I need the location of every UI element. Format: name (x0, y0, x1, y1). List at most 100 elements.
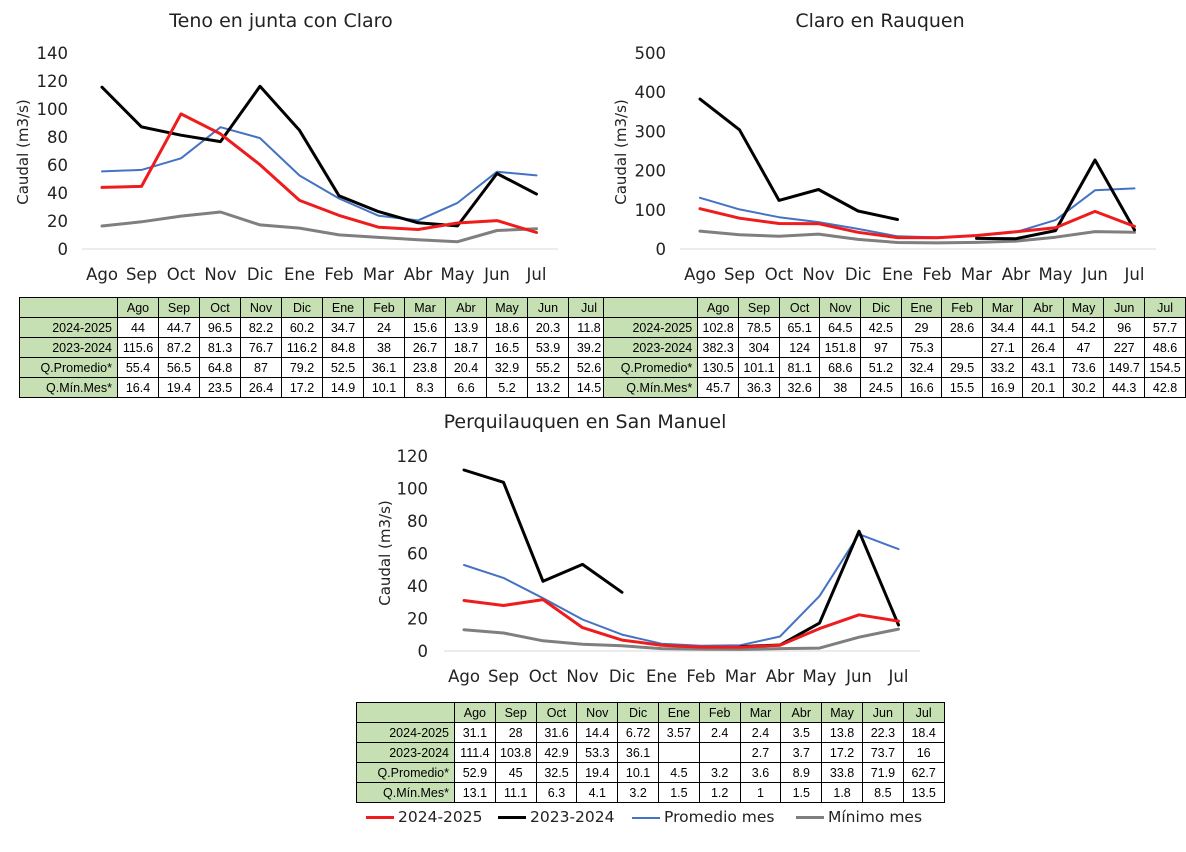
data-point-s2324 (817, 188, 819, 190)
table-cell: 33.8 (821, 762, 863, 783)
table-row-label: 2024-2025 (602, 317, 699, 338)
y-tick-label: 100 (397, 480, 429, 499)
table-cell: 45.7 (697, 377, 740, 398)
table-header-cell: Dic (860, 297, 902, 318)
chart-title-teno: Teno en junta con Claro (168, 10, 392, 32)
table-cell: 20.4 (445, 357, 487, 378)
table-cell: 8.3 (404, 377, 446, 398)
table-cell: 227 (1103, 337, 1146, 358)
table-cell: 34.7 (322, 317, 364, 338)
x-tick-label: Ene (284, 265, 315, 284)
table-row: Q.Promedio* 52.9 45 32.5 19.4 10.1 4.5 3.2 3.6 8.… (356, 762, 945, 783)
table-cell: 20.3 (527, 317, 569, 338)
data-point-s2425 (778, 222, 780, 224)
table-cell: 304 (738, 337, 780, 358)
y-tick-label: 300 (635, 122, 667, 141)
table-cell: 62.7 (902, 762, 945, 783)
data-point-s2324 (857, 210, 859, 212)
table-cell: 1.5 (780, 782, 823, 803)
table-cell: 73.6 (1062, 357, 1105, 378)
table-cell: 51.2 (860, 357, 902, 378)
table-cell: 55.4 (117, 357, 159, 378)
data-point-prom (1094, 189, 1096, 191)
table-cell: 16.4 (117, 377, 159, 398)
table-cell: 82.2 (240, 317, 282, 338)
y-axis-label-claro: Caudal (m3/s) (612, 99, 630, 205)
table-header-cell: Jun (1103, 297, 1146, 318)
chart-title-perquilauquen: Perquilauquen en San Manuel (444, 411, 727, 433)
data-point-s2324 (778, 199, 780, 201)
table-cell: 6.6 (445, 377, 487, 398)
table-cell: 20.1 (1022, 377, 1064, 398)
series-line-prom-claro (699, 187, 1136, 239)
table-cell: 52.5 (322, 357, 364, 378)
series-line-s2425-claro (698, 207, 1136, 240)
data-point-s2324 (818, 622, 820, 624)
table-cell: 13.5 (902, 782, 945, 803)
y-tick-label: 60 (47, 156, 68, 175)
table-cell: 45 (494, 762, 537, 783)
table-header-cell: Ene (900, 297, 943, 318)
table-cell: 13.2 (527, 377, 569, 398)
table-cell: 1.2 (698, 782, 741, 803)
table-cell: 13.1 (454, 782, 496, 803)
table-cell: 1 (739, 782, 782, 803)
table-header-cell: Sep (738, 297, 780, 318)
data-point-s2425 (1015, 231, 1017, 233)
table-header-cell: Nov (819, 297, 862, 318)
x-tick-label: May (440, 265, 474, 284)
y-axis-label-teno: Caudal (m3/s) (14, 99, 32, 205)
data-point-s2324 (535, 193, 537, 195)
table-cell (941, 337, 983, 358)
table-cell: 81.3 (199, 337, 241, 358)
data-point-min (180, 215, 182, 217)
table-cell: 60.2 (281, 317, 323, 338)
y-tick-label: 80 (47, 128, 68, 147)
table-header-cell: Feb (698, 702, 741, 723)
x-tick-label: Nov (802, 265, 834, 284)
table-header-cell: Jun (527, 297, 569, 318)
table-header-cell: Ene (322, 297, 364, 318)
data-point-s2324 (581, 563, 583, 565)
legend-swatch-2024-2025 (366, 816, 394, 819)
legend-item-promedio: Promedio mes (632, 808, 775, 826)
data-point-prom (857, 228, 859, 230)
series-line-prom-teno (101, 126, 538, 222)
table-cell: 96 (1103, 317, 1146, 338)
data-point-prom (101, 170, 103, 172)
table-cell: 97 (860, 337, 902, 358)
table-cell: 23.5 (199, 377, 241, 398)
table-header-cell: Dic (281, 297, 323, 318)
table-cell: 382.3 (697, 337, 740, 358)
table-teno: Ago Sep Oct Nov Dic Ene Feb Mar Abr May Jun Jul 2024… (19, 297, 610, 398)
data-point-s2324 (975, 237, 977, 239)
y-tick-label: 120 (397, 447, 429, 466)
table-cell: 87 (240, 357, 282, 378)
table-row-label: 2023-2024 (19, 337, 118, 358)
table-cell: 18.6 (486, 317, 528, 338)
data-point-s2425 (975, 234, 977, 236)
data-point-s2425 (377, 226, 379, 228)
table-cell: 31.6 (535, 722, 578, 743)
data-point-s2425 (857, 231, 859, 233)
table-cell: 1.8 (821, 782, 863, 803)
data-point-s2425 (699, 208, 701, 210)
table-cell: 30.2 (1062, 377, 1105, 398)
x-tick-label: Ago (684, 265, 716, 284)
table-row-label: Q.Promedio* (356, 762, 455, 783)
table-cell: 14.4 (576, 722, 619, 743)
data-point-min (542, 640, 544, 642)
table-row-label: Q.Mín.Mes* (356, 782, 455, 803)
table-cell: 32.5 (535, 762, 578, 783)
data-point-s2324 (1015, 237, 1017, 239)
table-cell: 124 (778, 337, 821, 358)
x-tick-label: Dic (609, 667, 635, 686)
data-point-min (259, 224, 261, 226)
table-cell: 115.6 (117, 337, 159, 358)
series-line-min-teno (100, 210, 538, 244)
table-cell: 4.1 (576, 782, 619, 803)
data-point-s2324 (180, 134, 182, 136)
table-cell: 36.1 (617, 742, 659, 763)
data-point-s2425 (818, 627, 820, 629)
y-tick-label: 100 (37, 100, 69, 119)
